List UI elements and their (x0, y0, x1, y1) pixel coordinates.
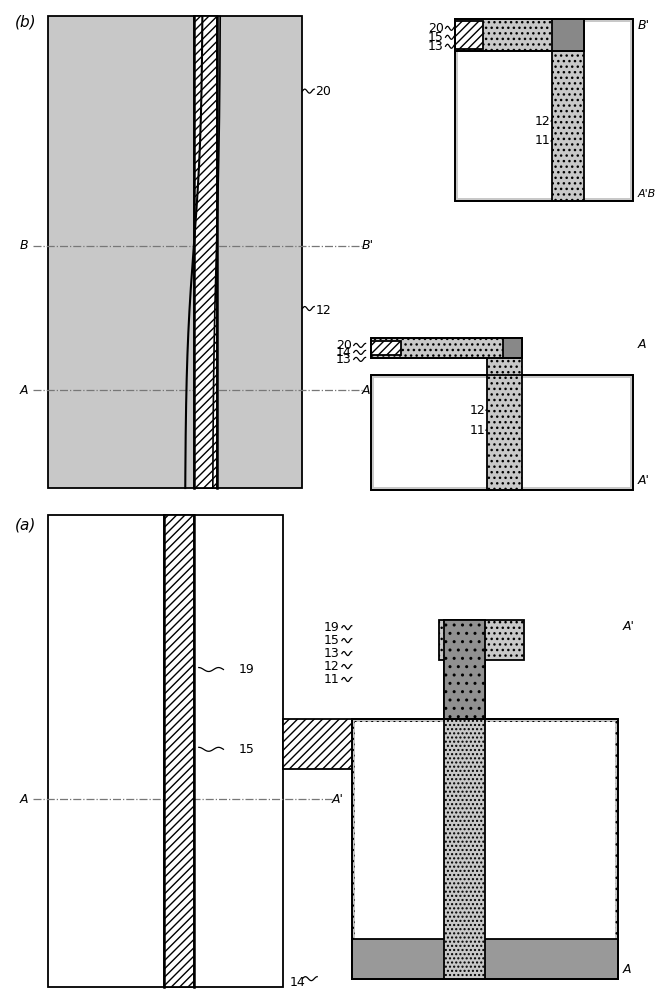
Text: 13: 13 (336, 353, 352, 366)
Polygon shape (552, 19, 584, 51)
Text: 15: 15 (238, 743, 254, 756)
Text: (a): (a) (15, 518, 36, 533)
Text: 11: 11 (469, 424, 485, 437)
Text: 20: 20 (336, 339, 352, 352)
Polygon shape (48, 515, 283, 987)
Polygon shape (444, 620, 485, 979)
Polygon shape (194, 16, 217, 488)
Text: B': B' (638, 19, 650, 32)
Text: 20: 20 (315, 85, 331, 98)
Polygon shape (371, 375, 633, 490)
Text: 15: 15 (324, 634, 340, 647)
Text: 12: 12 (324, 660, 340, 673)
Text: 19: 19 (238, 663, 254, 676)
Text: 20: 20 (428, 22, 444, 35)
Text: 12: 12 (534, 115, 550, 128)
Polygon shape (455, 21, 483, 49)
Polygon shape (487, 338, 522, 490)
Text: A: A (638, 338, 646, 351)
Text: A': A' (623, 620, 635, 633)
Polygon shape (48, 16, 303, 488)
Text: 11: 11 (324, 673, 340, 686)
Polygon shape (374, 378, 630, 487)
Text: A': A' (638, 474, 650, 487)
Text: 13: 13 (324, 647, 340, 660)
Polygon shape (455, 19, 633, 201)
Text: B': B' (362, 239, 373, 252)
Text: A: A (20, 793, 28, 806)
Text: A': A' (332, 793, 344, 806)
Polygon shape (552, 19, 584, 201)
Text: 14: 14 (290, 976, 305, 989)
Polygon shape (352, 719, 618, 979)
Polygon shape (503, 338, 522, 358)
Text: 13: 13 (428, 40, 444, 53)
Polygon shape (164, 515, 194, 987)
Text: A: A (623, 963, 632, 976)
Polygon shape (455, 19, 584, 51)
Polygon shape (355, 722, 615, 976)
Text: 12: 12 (469, 404, 485, 417)
Polygon shape (458, 22, 630, 198)
Text: 12: 12 (315, 304, 331, 317)
Text: B: B (19, 239, 28, 252)
Polygon shape (444, 620, 485, 719)
Polygon shape (439, 620, 524, 660)
Text: 11: 11 (534, 134, 550, 147)
Polygon shape (371, 341, 401, 355)
Polygon shape (283, 719, 352, 769)
Polygon shape (352, 939, 618, 979)
Text: (b): (b) (15, 14, 37, 29)
Text: A'B: A'B (638, 189, 656, 199)
Text: A': A' (362, 384, 373, 397)
Text: 15: 15 (428, 31, 444, 44)
Text: 14: 14 (336, 346, 352, 359)
Text: 19: 19 (324, 621, 340, 634)
Text: A: A (20, 384, 28, 397)
Polygon shape (371, 338, 522, 358)
